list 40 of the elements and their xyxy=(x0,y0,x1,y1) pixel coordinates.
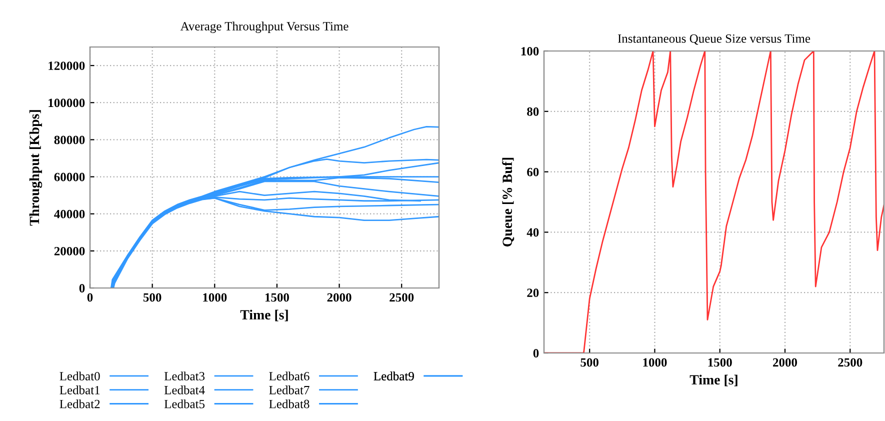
legend-label: Ledbat4 xyxy=(164,386,205,394)
x-tick-label: 2000 xyxy=(327,293,352,302)
legend-label: Ledbat8 xyxy=(269,399,310,408)
x-tick-label: 1500 xyxy=(265,293,289,302)
y-tick-label: 60 xyxy=(527,168,539,176)
legend-label: Ledbat5 xyxy=(164,399,205,408)
y-tick-label: 100000 xyxy=(48,98,85,108)
legend-label: Ledbat1 xyxy=(60,386,100,394)
y-tick-label: 20 xyxy=(527,288,539,298)
legend-label: Ledbat0 xyxy=(60,372,100,380)
x-tick-label: 2500 xyxy=(838,358,862,367)
x-tick-label: 500 xyxy=(580,358,598,367)
x-axis-title: Time [s] xyxy=(240,310,288,322)
y-tick-label: 60000 xyxy=(54,172,85,182)
y-tick-label: 100 xyxy=(521,47,539,56)
y-axis-title: Throughput [Kbps] xyxy=(29,110,42,226)
y-tick-label: 80000 xyxy=(54,136,85,144)
y-tick-label: 20000 xyxy=(54,246,85,256)
y-tick-label: 40 xyxy=(526,228,539,237)
x-tick-label: 2000 xyxy=(773,358,798,367)
legend-label: Ledbat7 xyxy=(269,386,310,394)
legend-label: Ledbat3 xyxy=(164,372,205,380)
x-tick-label: 1000 xyxy=(643,358,667,367)
x-tick-label: 1500 xyxy=(708,358,732,367)
x-tick-label: 2500 xyxy=(390,293,414,302)
legend-label: Ledbat9 xyxy=(374,372,414,380)
chart-title: Instantaneous Queue Size versus Time xyxy=(618,34,810,45)
x-tick-label: 0 xyxy=(87,293,93,302)
x-tick-label: 500 xyxy=(143,293,162,302)
legend-label: Ledbat6 xyxy=(269,372,310,380)
y-tick-label: 0 xyxy=(79,284,85,292)
x-axis-title: Time [s] xyxy=(690,374,738,386)
chart-title: Average Throughput Versus Time xyxy=(180,22,348,34)
x-tick-label: 1000 xyxy=(203,293,227,302)
y-tick-label: 80 xyxy=(527,107,539,116)
legend-label: Ledbat2 xyxy=(60,399,100,408)
y-tick-label: 0 xyxy=(533,349,539,358)
y-axis-title: Queue [% Buf] xyxy=(502,158,514,246)
y-tick-label: 120000 xyxy=(48,62,85,70)
y-tick-label: 40000 xyxy=(54,210,85,218)
